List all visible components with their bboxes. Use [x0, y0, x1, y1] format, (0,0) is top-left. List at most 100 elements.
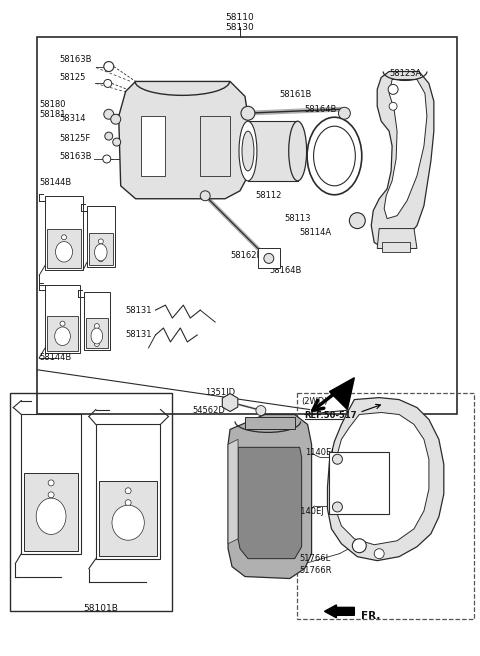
Text: 58314: 58314: [59, 113, 85, 123]
Circle shape: [48, 492, 54, 498]
Circle shape: [264, 253, 274, 263]
Text: 58164B: 58164B: [270, 266, 302, 275]
Text: 58144B: 58144B: [39, 178, 72, 188]
Polygon shape: [329, 378, 354, 409]
Ellipse shape: [239, 121, 257, 181]
Polygon shape: [238, 447, 301, 559]
Circle shape: [95, 342, 99, 346]
Circle shape: [105, 132, 113, 140]
Polygon shape: [45, 285, 80, 353]
Circle shape: [125, 488, 131, 494]
Circle shape: [349, 213, 365, 228]
Circle shape: [103, 155, 111, 163]
Text: 58164B: 58164B: [305, 105, 337, 113]
Polygon shape: [384, 79, 427, 218]
Polygon shape: [228, 440, 238, 544]
Polygon shape: [334, 413, 429, 544]
Circle shape: [125, 512, 131, 518]
Ellipse shape: [91, 328, 103, 344]
Circle shape: [61, 244, 67, 249]
Polygon shape: [45, 195, 83, 270]
Text: 51766R: 51766R: [300, 566, 332, 575]
Polygon shape: [228, 415, 312, 579]
Text: 58112: 58112: [255, 192, 281, 200]
Text: 58163B: 58163B: [59, 55, 92, 64]
Circle shape: [333, 454, 342, 464]
Bar: [297, 393, 474, 619]
Ellipse shape: [112, 505, 144, 541]
Text: 58131: 58131: [126, 331, 152, 339]
Polygon shape: [24, 473, 78, 550]
Text: 58163B: 58163B: [59, 152, 92, 161]
Polygon shape: [377, 228, 417, 249]
Circle shape: [389, 102, 397, 110]
Circle shape: [104, 79, 112, 87]
Bar: [248, 121, 298, 181]
Ellipse shape: [307, 117, 362, 195]
Text: FR.: FR.: [361, 611, 381, 621]
Circle shape: [98, 239, 103, 244]
Polygon shape: [47, 316, 78, 351]
Circle shape: [388, 85, 398, 94]
Ellipse shape: [313, 126, 355, 186]
Text: REF.50-517: REF.50-517: [305, 411, 357, 420]
Text: 58125: 58125: [59, 73, 85, 82]
Polygon shape: [87, 206, 115, 268]
Bar: [258, 249, 280, 268]
Polygon shape: [86, 318, 108, 348]
Polygon shape: [21, 415, 81, 554]
Text: 58110: 58110: [226, 13, 254, 22]
Text: 58162B: 58162B: [230, 251, 263, 260]
Circle shape: [98, 248, 103, 253]
Ellipse shape: [242, 131, 254, 171]
Text: 1140EJ: 1140EJ: [305, 448, 334, 457]
Text: 54562D: 54562D: [192, 406, 225, 415]
Circle shape: [61, 253, 67, 258]
Text: 58123A: 58123A: [389, 69, 421, 78]
Circle shape: [333, 502, 342, 512]
FancyArrow shape: [324, 605, 354, 618]
Text: 58125F: 58125F: [59, 134, 90, 142]
Text: 58130: 58130: [226, 23, 254, 31]
Bar: [37, 37, 457, 415]
Circle shape: [241, 106, 255, 120]
Circle shape: [95, 323, 99, 329]
Ellipse shape: [56, 241, 72, 262]
Circle shape: [374, 548, 384, 559]
Text: 58113: 58113: [285, 214, 311, 223]
Circle shape: [60, 321, 65, 326]
Circle shape: [48, 504, 54, 510]
Text: (2WD): (2WD): [301, 397, 328, 406]
Circle shape: [104, 110, 114, 119]
Bar: [382, 243, 410, 253]
Polygon shape: [84, 292, 110, 350]
Circle shape: [60, 330, 65, 335]
Circle shape: [125, 500, 131, 506]
Ellipse shape: [288, 121, 307, 181]
Text: 1351JD: 1351JD: [205, 388, 235, 397]
Text: 58131: 58131: [126, 306, 152, 315]
Circle shape: [256, 405, 266, 415]
Circle shape: [104, 62, 114, 72]
Polygon shape: [371, 72, 434, 249]
Polygon shape: [99, 481, 157, 556]
Polygon shape: [141, 116, 166, 176]
Ellipse shape: [95, 244, 107, 261]
Text: 1140EJ: 1140EJ: [295, 508, 324, 516]
Polygon shape: [96, 424, 160, 559]
Polygon shape: [119, 81, 248, 199]
Circle shape: [200, 191, 210, 201]
Text: 58161B: 58161B: [280, 90, 312, 99]
Polygon shape: [47, 230, 81, 268]
Polygon shape: [200, 116, 230, 176]
Circle shape: [95, 333, 99, 338]
Text: 58144B: 58144B: [39, 354, 72, 362]
Circle shape: [111, 114, 120, 124]
Circle shape: [61, 235, 67, 239]
Circle shape: [113, 138, 120, 146]
Circle shape: [352, 539, 366, 553]
Text: 58114A: 58114A: [300, 228, 332, 237]
Circle shape: [338, 108, 350, 119]
Text: 58181: 58181: [39, 110, 66, 119]
Text: 58180: 58180: [39, 100, 66, 109]
